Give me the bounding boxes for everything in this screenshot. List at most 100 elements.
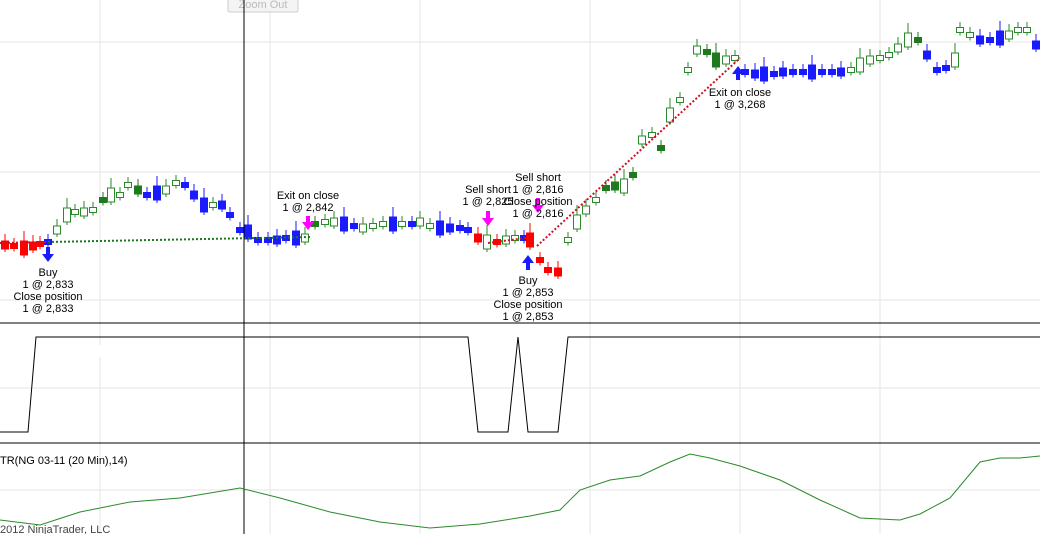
- candle-body: [330, 217, 338, 227]
- candle-body: [611, 181, 619, 191]
- indicator-line: [0, 453, 1040, 529]
- trade-annotation: Exit on close: [709, 87, 771, 99]
- candle-body: [456, 225, 464, 231]
- candle-body: [1032, 40, 1040, 50]
- candle-body: [99, 197, 107, 203]
- candle-body: [933, 67, 941, 73]
- candle-body: [1023, 27, 1031, 33]
- candle-body: [722, 55, 730, 65]
- candle-body: [837, 67, 845, 77]
- candle-body: [1005, 30, 1013, 40]
- indicator-label: TR(NG 03-11 (20 Min),14): [0, 455, 128, 467]
- candle-body: [847, 67, 855, 73]
- trade-annotation: Buy: [39, 267, 58, 279]
- candle-body: [369, 223, 377, 229]
- mask: [40, 345, 240, 357]
- candle-body: [866, 55, 874, 65]
- candle-body: [200, 197, 208, 213]
- candle-body: [856, 57, 864, 73]
- candle-body: [951, 52, 959, 68]
- candle-body: [602, 185, 610, 191]
- candle-body: [620, 178, 628, 194]
- candle-body: [1014, 27, 1022, 33]
- candle-body: [153, 185, 161, 201]
- candle-body: [10, 243, 18, 249]
- candle-body: [976, 35, 984, 45]
- trade-annotation: 1 @ 3,268: [715, 99, 766, 111]
- candle-body: [536, 257, 544, 263]
- candle-body: [172, 180, 180, 186]
- candle-body: [986, 37, 994, 43]
- trade-annotation: Buy: [519, 275, 538, 287]
- candle-body: [996, 30, 1004, 46]
- candle-body: [1, 240, 9, 250]
- candle-body: [876, 55, 884, 61]
- candle-body: [885, 52, 893, 58]
- copyright: 2012 NinjaTrader, LLC: [0, 524, 110, 534]
- trade-annotation: Close position: [503, 196, 572, 208]
- candle-body: [966, 32, 974, 38]
- trade-annotation: 1 @ 2,816: [513, 184, 564, 196]
- trade-annotation: 1 @ 2,825: [463, 196, 514, 208]
- candle-body: [359, 223, 367, 233]
- candle-body: [408, 221, 416, 227]
- trade-annotation: 1 @ 2,833: [23, 279, 74, 291]
- candle-body: [657, 145, 665, 151]
- candle-body: [321, 219, 329, 225]
- candle-body: [483, 234, 491, 250]
- trade-arrows: [42, 66, 744, 270]
- candle-body: [573, 214, 581, 230]
- trade-annotation: Exit on close: [277, 190, 339, 202]
- candle-body: [638, 135, 646, 145]
- candle-body: [914, 37, 922, 43]
- zoom-out-label[interactable]: Zoom Out: [239, 0, 288, 11]
- candle-body: [416, 217, 424, 227]
- trade-annotation: Sell short: [515, 172, 561, 184]
- candle-body: [209, 202, 217, 208]
- candle-body: [544, 267, 552, 273]
- signal-line: [0, 336, 1040, 433]
- candle-body: [273, 235, 281, 245]
- candle-body: [162, 185, 170, 195]
- candle-body: [80, 207, 88, 217]
- candle-body: [398, 221, 406, 227]
- candle-body: [71, 209, 79, 215]
- candle-body: [389, 216, 397, 232]
- candle-body: [244, 224, 252, 240]
- candle-body: [350, 223, 358, 229]
- trade-annotation: Sell short: [465, 184, 511, 196]
- candle-body: [63, 207, 71, 223]
- candle-body: [564, 237, 572, 243]
- zoom-out-button[interactable]: [227, 0, 299, 13]
- candle-body: [808, 64, 816, 80]
- candle-body: [629, 172, 637, 178]
- candle-body: [89, 207, 97, 213]
- candle-body: [894, 43, 902, 53]
- candle-body: [426, 223, 434, 229]
- trade-lines: [0, 57, 741, 247]
- candle-body: [648, 132, 656, 138]
- candle-body: [592, 197, 600, 203]
- candle-body: [254, 237, 262, 243]
- trade-annotation: 1 @ 2,833: [23, 303, 74, 315]
- candles: [1, 21, 1040, 279]
- candle-body: [676, 97, 684, 103]
- candle-body: [684, 67, 692, 73]
- candle-body: [107, 187, 115, 203]
- candle-body: [942, 65, 950, 71]
- candle-body: [446, 223, 454, 233]
- trade-annotation: 1 @ 2,842: [283, 202, 334, 214]
- trade-annotation: Close position: [493, 299, 562, 311]
- candle-body: [464, 227, 472, 233]
- candle-body: [379, 221, 387, 227]
- candle-body: [554, 267, 562, 277]
- candle-body: [190, 190, 198, 200]
- candle-body: [770, 71, 778, 77]
- candle-body: [181, 182, 189, 188]
- candle-body: [751, 69, 759, 79]
- trade-annotation: 1 @ 2,816: [513, 208, 564, 220]
- candle-body: [789, 69, 797, 75]
